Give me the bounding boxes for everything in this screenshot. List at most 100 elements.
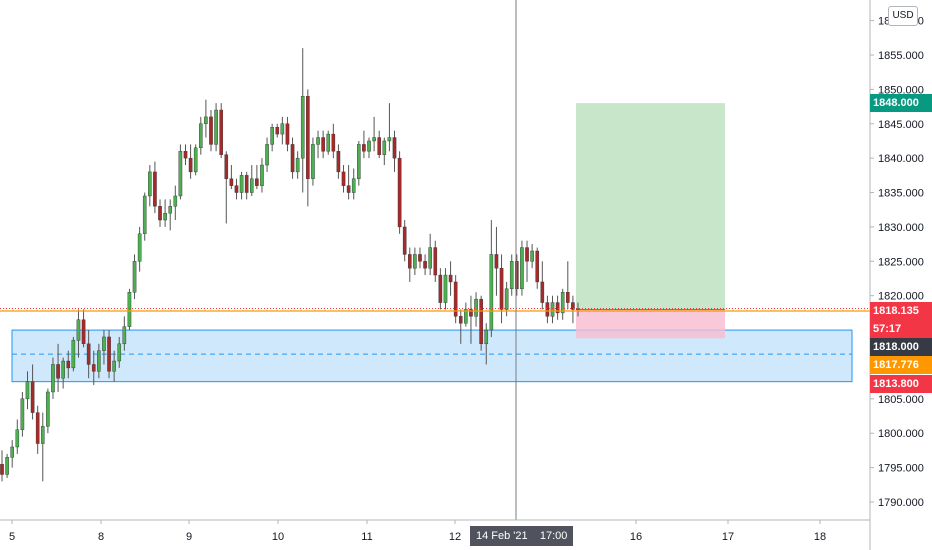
- candle-down: [566, 292, 570, 303]
- countdown-label: 57:17: [870, 320, 932, 338]
- x-tick-label: 12: [449, 531, 461, 543]
- candle-down: [438, 274, 443, 303]
- y-tick-label: 1830.000: [878, 222, 924, 234]
- candle-up: [382, 140, 387, 155]
- candle-up: [387, 137, 392, 142]
- candle-up: [163, 212, 167, 221]
- candle-up: [464, 309, 468, 324]
- candle-down: [515, 261, 519, 290]
- candle-up: [260, 164, 264, 186]
- candle-up: [428, 247, 432, 269]
- y-tick-label: 1835.000: [878, 188, 924, 200]
- candle-up: [178, 151, 183, 197]
- currency-button[interactable]: USD: [888, 6, 918, 26]
- candle-down: [244, 175, 249, 193]
- stop-loss-zone: [576, 309, 725, 339]
- crosshair-time: 17:00: [539, 530, 568, 542]
- candle-up: [484, 329, 489, 345]
- x-tick-label: 9: [186, 531, 192, 543]
- y-tick-label: 1800.000: [878, 428, 924, 440]
- candle-down: [377, 137, 382, 155]
- candle-up: [46, 391, 50, 427]
- candle-up: [40, 426, 45, 444]
- candle-up: [576, 308, 580, 310]
- y-tick-label: 1795.000: [878, 463, 924, 475]
- candle-up: [173, 195, 178, 207]
- candle-up: [489, 254, 494, 331]
- candle-up: [300, 96, 305, 159]
- candle-up: [127, 292, 132, 327]
- candle-down: [458, 316, 463, 324]
- candle-down: [153, 171, 157, 207]
- candle-down: [306, 96, 310, 179]
- candle-up: [367, 140, 371, 152]
- candle-down: [285, 123, 290, 145]
- x-tick-label: 8: [98, 531, 104, 543]
- candle-up: [265, 144, 269, 166]
- candle-up: [509, 261, 514, 290]
- candle-down: [494, 254, 499, 269]
- candle-down: [229, 178, 234, 186]
- candle-up: [193, 147, 198, 173]
- candle-down: [453, 281, 458, 317]
- candle-up: [316, 137, 320, 145]
- candle-down: [91, 364, 96, 372]
- candle-down: [219, 109, 223, 155]
- candle-up: [102, 336, 106, 351]
- x-tick-label: 17: [722, 531, 734, 543]
- candle-down: [224, 154, 229, 179]
- y-tick-label: 1805.000: [878, 394, 924, 406]
- candle-down: [545, 302, 550, 317]
- candle-up: [61, 360, 65, 379]
- candle-up: [326, 133, 331, 152]
- candle-up: [198, 123, 203, 149]
- candle-up: [270, 127, 274, 145]
- candle-down: [183, 151, 188, 159]
- candle-down: [86, 343, 91, 365]
- candle-down: [321, 137, 325, 152]
- candle-down: [35, 412, 40, 444]
- candle-down: [188, 157, 193, 173]
- candle-down: [525, 247, 529, 262]
- candle-down: [290, 144, 295, 173]
- y-tick-label: 1845.000: [878, 119, 924, 131]
- y-tick-label: 1820.000: [878, 291, 924, 303]
- candle-down: [275, 127, 280, 135]
- candle-up: [550, 302, 555, 317]
- crosshair-time-label: 14 Feb '21 17:00: [470, 526, 574, 546]
- candle-up: [474, 298, 478, 317]
- candle-up: [112, 360, 116, 372]
- candle-down: [346, 185, 351, 193]
- candle-up: [71, 340, 76, 369]
- candle-up: [20, 398, 25, 430]
- candle-down: [479, 298, 483, 345]
- candle-down: [418, 254, 422, 262]
- x-tick-label: 11: [361, 531, 372, 543]
- candle-down: [30, 381, 35, 413]
- candle-down: [0, 463, 4, 475]
- candle-up: [311, 144, 315, 179]
- candle-down: [571, 302, 575, 310]
- candle-down: [158, 206, 162, 221]
- candle-down: [107, 336, 111, 372]
- candle-up: [357, 144, 361, 179]
- x-tick-label: 5: [9, 531, 15, 543]
- candle-up: [25, 381, 30, 400]
- candles: [0, 48, 580, 482]
- crosshair-date: 14 Feb '21: [476, 530, 528, 542]
- candle-down: [540, 281, 545, 303]
- y-tick-label: 1825.000: [878, 256, 924, 268]
- candle-up: [249, 178, 254, 193]
- candle-down: [433, 247, 438, 276]
- take-profit-label: 1848.000: [870, 94, 932, 112]
- candle-up: [504, 288, 509, 310]
- candle-up: [51, 364, 55, 393]
- x-tick-label: 10: [272, 531, 284, 543]
- y-tick-label: 1855.000: [878, 50, 924, 62]
- candle-up: [295, 157, 300, 173]
- candle-up: [122, 326, 127, 345]
- orange-level-label: 1817.776: [870, 356, 932, 374]
- candle-up: [168, 206, 173, 214]
- candle-up: [560, 292, 565, 314]
